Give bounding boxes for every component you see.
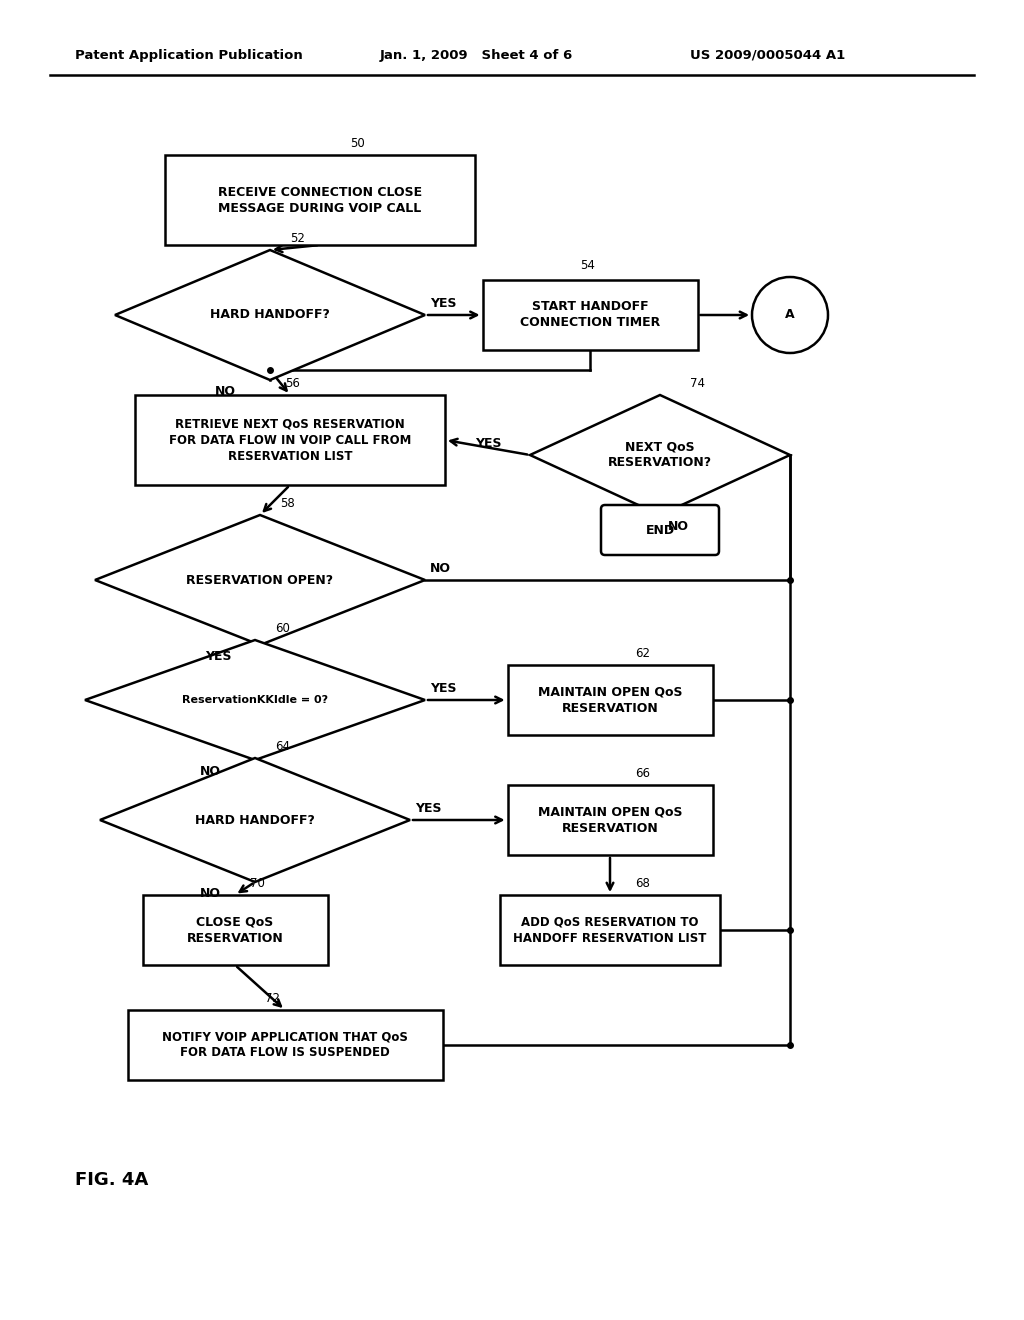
Text: END: END (645, 524, 675, 536)
Text: NO: NO (200, 766, 221, 777)
Bar (135, 395, 445, 484)
Text: 72: 72 (265, 993, 280, 1005)
Polygon shape (530, 395, 790, 515)
FancyBboxPatch shape (601, 506, 719, 554)
Text: NO: NO (215, 385, 236, 399)
Text: MAINTAIN OPEN QoS
RESERVATION: MAINTAIN OPEN QoS RESERVATION (538, 685, 682, 714)
Bar (142, 895, 328, 965)
Text: A: A (785, 309, 795, 322)
Text: 52: 52 (290, 232, 305, 246)
Text: START HANDOFF
CONNECTION TIMER: START HANDOFF CONNECTION TIMER (520, 301, 660, 330)
Text: NO: NO (668, 520, 689, 533)
Text: 74: 74 (690, 378, 705, 389)
Text: RETRIEVE NEXT QoS RESERVATION
FOR DATA FLOW IN VOIP CALL FROM
RESERVATION LIST: RETRIEVE NEXT QoS RESERVATION FOR DATA F… (169, 417, 412, 462)
Text: YES: YES (205, 649, 231, 663)
Text: NEXT QoS
RESERVATION?: NEXT QoS RESERVATION? (608, 441, 712, 470)
Text: YES: YES (430, 297, 457, 310)
Bar (508, 665, 713, 735)
Text: 58: 58 (280, 498, 295, 510)
Text: Patent Application Publication: Patent Application Publication (75, 49, 303, 62)
Text: Jan. 1, 2009   Sheet 4 of 6: Jan. 1, 2009 Sheet 4 of 6 (380, 49, 573, 62)
Text: HARD HANDOFF?: HARD HANDOFF? (195, 813, 315, 826)
Text: NOTIFY VOIP APPLICATION THAT QoS
FOR DATA FLOW IS SUSPENDED: NOTIFY VOIP APPLICATION THAT QoS FOR DAT… (162, 1031, 408, 1060)
Text: YES: YES (415, 803, 441, 814)
Text: ADD QoS RESERVATION TO
HANDOFF RESERVATION LIST: ADD QoS RESERVATION TO HANDOFF RESERVATI… (513, 916, 707, 945)
Bar (508, 785, 713, 855)
Text: ReservationKKIdle = 0?: ReservationKKIdle = 0? (182, 696, 328, 705)
Text: FIG. 4A: FIG. 4A (75, 1171, 148, 1189)
Circle shape (752, 277, 828, 352)
Bar (128, 1010, 442, 1080)
Text: YES: YES (430, 682, 457, 696)
Text: US 2009/0005044 A1: US 2009/0005044 A1 (690, 49, 845, 62)
Text: 54: 54 (580, 259, 595, 272)
Bar (500, 895, 720, 965)
Bar (482, 280, 697, 350)
Text: 70: 70 (250, 876, 265, 890)
Polygon shape (115, 249, 425, 380)
Text: 62: 62 (635, 647, 650, 660)
Polygon shape (100, 758, 410, 882)
Polygon shape (95, 515, 425, 645)
Text: 68: 68 (635, 876, 650, 890)
Bar (165, 154, 475, 246)
Text: YES: YES (475, 437, 502, 450)
Polygon shape (85, 640, 425, 760)
Text: RECEIVE CONNECTION CLOSE
MESSAGE DURING VOIP CALL: RECEIVE CONNECTION CLOSE MESSAGE DURING … (218, 186, 422, 214)
Text: MAINTAIN OPEN QoS
RESERVATION: MAINTAIN OPEN QoS RESERVATION (538, 805, 682, 834)
Text: RESERVATION OPEN?: RESERVATION OPEN? (186, 573, 334, 586)
Text: 56: 56 (285, 378, 300, 389)
Text: 60: 60 (275, 622, 290, 635)
Text: NO: NO (430, 562, 451, 576)
Text: 50: 50 (350, 137, 365, 150)
Text: 64: 64 (275, 741, 290, 752)
Text: NO: NO (200, 887, 221, 900)
Text: CLOSE QoS
RESERVATION: CLOSE QoS RESERVATION (186, 916, 284, 945)
Text: 66: 66 (635, 767, 650, 780)
Text: HARD HANDOFF?: HARD HANDOFF? (210, 309, 330, 322)
